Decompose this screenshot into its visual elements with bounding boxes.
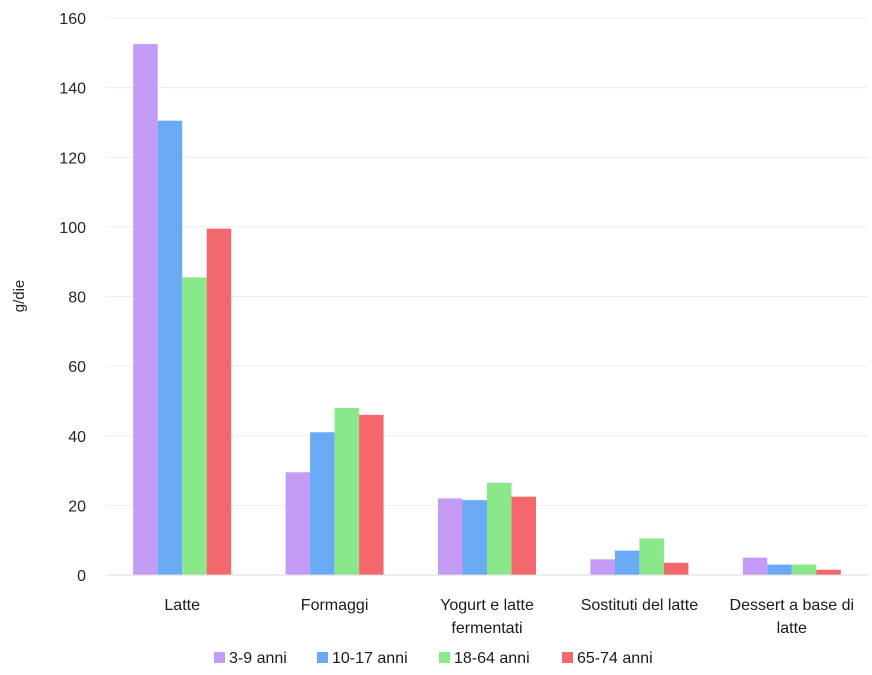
category-label: Sostituti del latte [581, 597, 699, 614]
legend-swatch [439, 652, 450, 663]
y-tick-label: 60 [68, 359, 86, 376]
bar-10-17-anni-2 [462, 500, 487, 575]
y-axis-label: g/die [11, 280, 28, 313]
legend-item: 18-64 anni [439, 650, 530, 667]
bar-65-74-anni-0 [206, 228, 232, 575]
category-label: Yogurt e latte [440, 597, 534, 614]
gridlines [106, 17, 868, 506]
y-tick-label: 20 [68, 498, 86, 515]
y-tick-label: 100 [59, 220, 86, 237]
y-tick-label: 0 [77, 568, 86, 585]
legend-item: 10-17 anni [317, 650, 408, 667]
category-label: Latte [164, 597, 200, 614]
bar-65-74-anni-2 [511, 496, 536, 575]
y-tick-label: 120 [59, 150, 86, 167]
y-tick-label: 140 [59, 81, 86, 98]
legend-label: 65-74 anni [577, 650, 653, 667]
category-label: latte [777, 620, 807, 637]
bar-18-64-anni-2 [487, 482, 512, 575]
y-axis-ticks: 0 20 40 60 80 100 120 140 160 [59, 11, 86, 585]
legend-label: 10-17 anni [332, 650, 408, 667]
y-tick-label: 40 [68, 429, 86, 446]
category-labels: Latte Formaggi Yogurt e latte fermentati Sos… [164, 597, 854, 637]
bar-3-9-anni-1 [285, 472, 311, 575]
legend-item: 65-74 anni [562, 650, 653, 667]
legend-swatch [562, 652, 573, 663]
category-label: Formaggi [301, 597, 369, 614]
bar-18-64-anni-0 [182, 277, 207, 575]
bar-18-64-anni-1 [334, 407, 360, 575]
bar-10-17-anni-4 [767, 564, 792, 575]
legend-swatch [214, 652, 225, 663]
bar-65-74-anni-4 [816, 569, 841, 575]
legend-label: 3-9 anni [229, 650, 287, 667]
legend-swatch [317, 652, 328, 663]
bar-3-9-anni-4 [742, 557, 768, 575]
legend: 3-9 anni 10-17 anni 18-64 anni 65-74 anni [214, 650, 653, 667]
bar-18-64-anni-3 [639, 538, 664, 575]
bar-65-74-anni-1 [359, 414, 384, 575]
bar-3-9-anni-0 [133, 44, 158, 575]
bar-10-17-anni-1 [310, 432, 335, 575]
legend-label: 18-64 anni [454, 650, 530, 667]
category-label: fermentati [451, 620, 522, 637]
y-tick-label: 80 [68, 290, 86, 307]
category-label: Dessert a base di [730, 597, 855, 614]
bar-10-17-anni-0 [157, 120, 183, 576]
bar-10-17-anni-3 [614, 550, 640, 575]
bar-18-64-anni-4 [791, 564, 817, 575]
bar-65-74-anni-3 [663, 562, 689, 575]
y-tick-label: 160 [59, 11, 86, 28]
bar-3-9-anni-3 [590, 559, 615, 575]
legend-item: 3-9 anni [214, 650, 287, 667]
bars [133, 44, 841, 576]
bar-3-9-anni-2 [438, 498, 463, 575]
